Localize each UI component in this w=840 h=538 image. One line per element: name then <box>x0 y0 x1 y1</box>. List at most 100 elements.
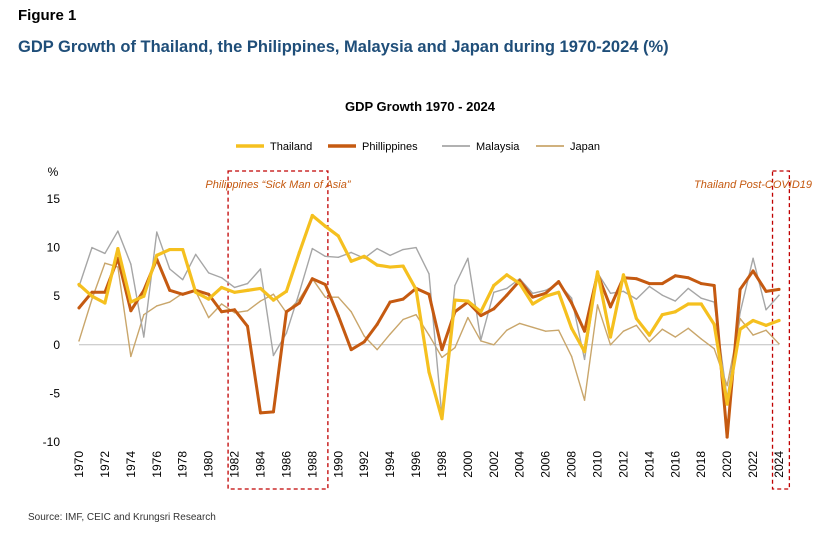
data-point <box>687 327 689 329</box>
data-point <box>323 283 327 287</box>
data-point <box>207 297 211 301</box>
data-point <box>428 273 430 275</box>
data-point <box>674 336 676 338</box>
data-point <box>324 296 326 298</box>
data-point <box>661 294 664 296</box>
data-point <box>427 370 431 374</box>
y-tick-label: -10 <box>43 435 61 449</box>
data-point <box>660 282 664 286</box>
x-tick-label: 1972 <box>98 451 112 478</box>
data-point <box>323 224 327 228</box>
data-point <box>557 329 560 331</box>
data-point <box>402 248 404 251</box>
data-point <box>492 307 496 311</box>
data-point <box>362 340 366 344</box>
data-point <box>713 347 715 350</box>
x-tick-label: 2010 <box>591 451 605 478</box>
data-point <box>246 282 249 285</box>
data-point <box>777 287 781 291</box>
data-point <box>647 282 651 286</box>
data-point <box>454 284 456 287</box>
data-point <box>570 297 573 299</box>
data-point <box>182 278 184 281</box>
data-point <box>272 354 275 357</box>
data-point <box>143 313 145 316</box>
data-point <box>259 300 262 302</box>
data-point <box>493 291 495 294</box>
data-point <box>233 286 236 289</box>
data-point <box>336 234 340 238</box>
x-tick-label: 2006 <box>539 451 553 478</box>
data-point <box>156 305 158 307</box>
legend-label: Thailand <box>270 141 312 153</box>
x-tick-label: 2014 <box>642 451 656 478</box>
data-point <box>233 308 237 312</box>
data-point <box>531 302 535 306</box>
data-point <box>467 316 469 319</box>
data-point <box>376 348 378 351</box>
series-japan <box>78 262 780 401</box>
data-point <box>129 300 133 304</box>
data-point <box>362 254 366 258</box>
data-point <box>297 250 301 255</box>
series-thailand <box>77 213 781 421</box>
data-point <box>700 297 702 299</box>
x-tick-label: 2016 <box>668 451 682 478</box>
data-point <box>751 269 755 273</box>
x-tick-label: 1982 <box>228 451 242 478</box>
data-point <box>428 334 430 336</box>
data-point <box>104 252 106 255</box>
data-point <box>194 290 198 294</box>
data-point <box>336 314 340 318</box>
data-point <box>298 291 301 294</box>
data-point <box>207 272 210 274</box>
data-point <box>129 309 133 313</box>
data-point <box>271 298 276 302</box>
data-point <box>609 344 612 346</box>
data-point <box>596 304 599 306</box>
data-point <box>570 301 574 305</box>
legend-label: Malaysia <box>476 141 520 153</box>
data-point <box>168 288 172 292</box>
data-point <box>622 330 625 332</box>
data-point <box>453 298 457 302</box>
data-point <box>441 356 443 359</box>
x-tick-label: 2012 <box>616 451 630 478</box>
data-point <box>285 332 288 334</box>
x-tick-label: 1980 <box>202 451 216 478</box>
data-point <box>116 246 120 251</box>
data-point <box>427 292 431 296</box>
data-point <box>583 399 586 401</box>
figure-title: GDP Growth of Thailand, the Philippines,… <box>18 38 669 56</box>
data-point <box>712 284 716 288</box>
data-point <box>388 265 392 269</box>
data-point <box>777 318 781 323</box>
data-point <box>506 287 508 290</box>
data-point <box>687 287 689 290</box>
data-point <box>78 340 80 342</box>
data-point <box>479 310 483 314</box>
data-point <box>350 251 352 254</box>
data-point <box>583 358 586 361</box>
data-point <box>90 294 94 298</box>
data-point <box>388 300 392 304</box>
data-point <box>492 283 496 288</box>
data-point <box>583 329 587 333</box>
data-point <box>232 290 237 294</box>
data-point <box>519 278 521 280</box>
data-point <box>219 285 224 290</box>
y-tick-label: 15 <box>47 192 61 206</box>
data-point <box>532 292 534 294</box>
data-point <box>608 305 612 309</box>
data-point <box>220 310 224 314</box>
x-tick-label: 1984 <box>253 451 267 478</box>
y-tick-label: 0 <box>53 338 60 352</box>
data-point <box>519 322 521 325</box>
data-point <box>155 253 159 257</box>
data-point <box>220 303 223 305</box>
legend-label: Japan <box>570 141 600 153</box>
y-tick-label: 5 <box>53 289 60 303</box>
data-point <box>181 292 185 296</box>
data-point <box>582 350 587 354</box>
data-point <box>401 297 405 301</box>
